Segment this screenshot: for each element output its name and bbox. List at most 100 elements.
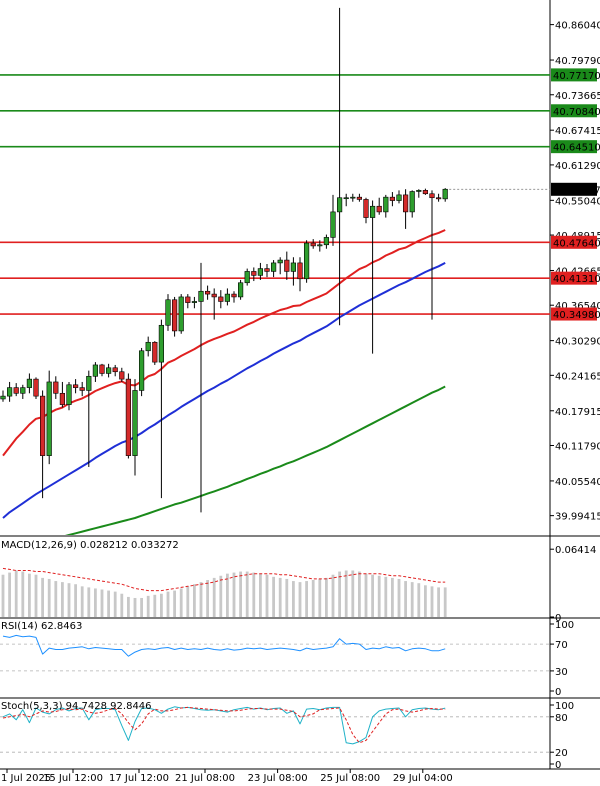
current-price-badge	[551, 182, 597, 196]
candle[interactable]	[172, 296, 178, 337]
candle-body-bull	[66, 384, 72, 405]
candle[interactable]	[336, 7, 343, 326]
candle[interactable]	[7, 381, 13, 402]
candle[interactable]	[422, 188, 429, 195]
macd-bar	[371, 574, 374, 617]
candle[interactable]	[79, 381, 85, 397]
candle[interactable]	[26, 373, 33, 394]
candle[interactable]	[402, 189, 409, 229]
candle-body-bull	[224, 293, 231, 302]
candle-body-bull	[290, 262, 297, 272]
candle[interactable]	[435, 193, 442, 202]
candle[interactable]	[53, 376, 59, 399]
candle[interactable]	[0, 390, 6, 402]
level-badge	[551, 271, 597, 285]
candle[interactable]	[132, 379, 138, 476]
candle[interactable]	[244, 268, 250, 286]
candle[interactable]	[363, 197, 369, 224]
candle-body-bear	[231, 293, 237, 298]
candle[interactable]	[369, 200, 376, 354]
candle[interactable]	[231, 291, 237, 303]
candle[interactable]	[125, 373, 131, 459]
candle-body-bear	[172, 299, 178, 332]
candle[interactable]	[389, 192, 396, 207]
candle[interactable]	[251, 267, 257, 282]
candle[interactable]	[409, 190, 415, 218]
candle[interactable]	[152, 341, 158, 365]
candle[interactable]	[270, 260, 277, 278]
macd-bar	[305, 581, 308, 617]
candle-body-bear	[429, 193, 435, 199]
candle[interactable]	[383, 194, 389, 218]
macd-bar	[140, 597, 143, 617]
candle[interactable]	[238, 279, 244, 300]
candle[interactable]	[158, 319, 165, 499]
macd-bar	[443, 587, 447, 617]
candle-body-bear	[310, 242, 316, 247]
candle[interactable]	[224, 288, 231, 306]
candle[interactable]	[112, 364, 118, 377]
candle[interactable]	[396, 190, 402, 204]
candle[interactable]	[205, 285, 211, 300]
macd-bar	[344, 570, 348, 617]
candle[interactable]	[178, 294, 184, 334]
candle[interactable]	[198, 262, 204, 513]
candle[interactable]	[376, 197, 382, 215]
candle[interactable]	[284, 251, 290, 280]
candle[interactable]	[442, 188, 448, 202]
candle[interactable]	[317, 240, 323, 252]
candle[interactable]	[106, 363, 112, 378]
candle[interactable]	[290, 257, 297, 286]
macd-bar	[94, 588, 97, 617]
candle[interactable]	[310, 239, 316, 249]
candle[interactable]	[86, 370, 92, 467]
candle[interactable]	[46, 370, 52, 465]
candle[interactable]	[416, 189, 422, 198]
candle-body-bear	[211, 293, 217, 298]
level-badge	[551, 140, 597, 154]
candle[interactable]	[330, 194, 336, 246]
candle-body-bull	[257, 268, 264, 276]
candle[interactable]	[257, 262, 264, 280]
price-tick-label: 40.24165	[555, 371, 600, 382]
macd-bar	[8, 572, 11, 617]
candle[interactable]	[211, 288, 217, 320]
candle[interactable]	[139, 347, 145, 397]
candle[interactable]	[59, 381, 65, 408]
candle[interactable]	[350, 193, 356, 202]
candle[interactable]	[323, 234, 330, 249]
candle[interactable]	[343, 193, 349, 207]
price-tick-label: 40.73665	[555, 91, 600, 102]
candle[interactable]	[191, 296, 198, 309]
macd-bar	[212, 577, 216, 617]
price-tick-label: 39.99415	[555, 512, 600, 523]
candle[interactable]	[277, 257, 283, 275]
candle[interactable]	[66, 381, 72, 411]
candle[interactable]	[73, 379, 79, 394]
candle[interactable]	[92, 362, 98, 382]
macd-bar	[325, 577, 328, 617]
candle[interactable]	[39, 390, 46, 499]
candle[interactable]	[20, 384, 26, 399]
rsi-tick-label: 100	[555, 620, 574, 631]
candle[interactable]	[303, 240, 310, 283]
macd-bar	[199, 582, 203, 617]
candle[interactable]	[356, 193, 363, 202]
macd-bar	[358, 571, 361, 617]
candle[interactable]	[99, 363, 105, 377]
candle[interactable]	[33, 377, 39, 399]
candle[interactable]	[218, 290, 224, 309]
candle[interactable]	[297, 257, 303, 292]
candle[interactable]	[13, 383, 19, 397]
macd-bar	[417, 583, 421, 617]
candle[interactable]	[185, 294, 191, 309]
candle[interactable]	[145, 336, 151, 357]
candle-body-bear	[152, 341, 158, 363]
candle[interactable]	[119, 367, 125, 382]
macd-tick-label: 0.06414	[555, 545, 596, 556]
candle[interactable]	[165, 294, 171, 331]
candle[interactable]	[264, 264, 270, 278]
time-tick-label: 21 Jul 08:00	[175, 773, 235, 784]
candle[interactable]	[429, 190, 435, 320]
